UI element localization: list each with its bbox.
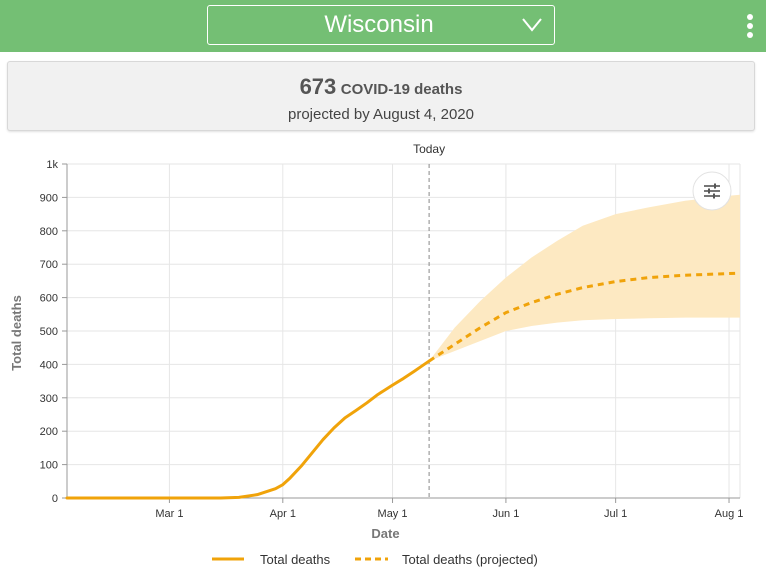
- y-tick-label: 0: [52, 493, 58, 505]
- projected-deaths-label: COVID-19 deaths: [340, 81, 463, 98]
- sliders-icon: [704, 183, 720, 199]
- summary-headline: 673 COVID-19 deaths: [8, 74, 754, 100]
- y-tick-label: 200: [40, 426, 58, 438]
- x-tick-label: Jun 1: [492, 508, 519, 520]
- today-label: Today: [413, 142, 445, 156]
- x-axis-title: Date: [371, 526, 399, 541]
- x-tick-label: Jul 1: [604, 508, 627, 520]
- series-projected-deaths: [428, 271, 741, 363]
- legend: Total deaths Total deaths (projected): [212, 552, 538, 567]
- y-tick-label: 700: [40, 259, 58, 271]
- y-tick-label: 900: [40, 192, 58, 204]
- x-tick-label: May 1: [378, 508, 408, 520]
- projection-date-text: projected by August 4, 2020: [288, 106, 474, 123]
- series-total-deaths: [65, 359, 431, 500]
- projected-deaths-number: 673: [299, 74, 337, 99]
- top-bar: Wisconsin: [0, 0, 766, 52]
- state-dropdown[interactable]: Wisconsin: [207, 5, 555, 45]
- x-tick-label: Mar 1: [155, 508, 183, 520]
- x-tick-label: Apr 1: [270, 508, 296, 520]
- state-name: Wisconsin: [324, 11, 434, 38]
- y-tick-label: 800: [40, 226, 58, 238]
- chart-settings-button[interactable]: [692, 171, 732, 211]
- chevron-down-icon: [522, 18, 542, 37]
- y-tick-label: 400: [40, 359, 58, 371]
- y-tick-label: 1k: [46, 159, 58, 171]
- uncertainty-band: [429, 194, 740, 362]
- y-tick-label: 300: [40, 393, 58, 405]
- y-tick-label: 600: [40, 293, 58, 305]
- y-tick-label: 500: [40, 326, 58, 338]
- legend-label-total-deaths: Total deaths: [260, 552, 331, 567]
- legend-label-projected: Total deaths (projected): [402, 552, 538, 567]
- y-axis-title: Total deaths: [9, 295, 24, 371]
- kebab-menu-icon[interactable]: [738, 10, 762, 42]
- projection-summary: 673 COVID-19 deaths projected by August …: [7, 61, 755, 131]
- y-tick-label: 100: [40, 460, 58, 472]
- deaths-chart: 0 100 200 300 400 500 600 700 800 900 1k Mar 1 Apr 1…: [9, 142, 744, 567]
- x-tick-label: Aug 1: [715, 508, 744, 520]
